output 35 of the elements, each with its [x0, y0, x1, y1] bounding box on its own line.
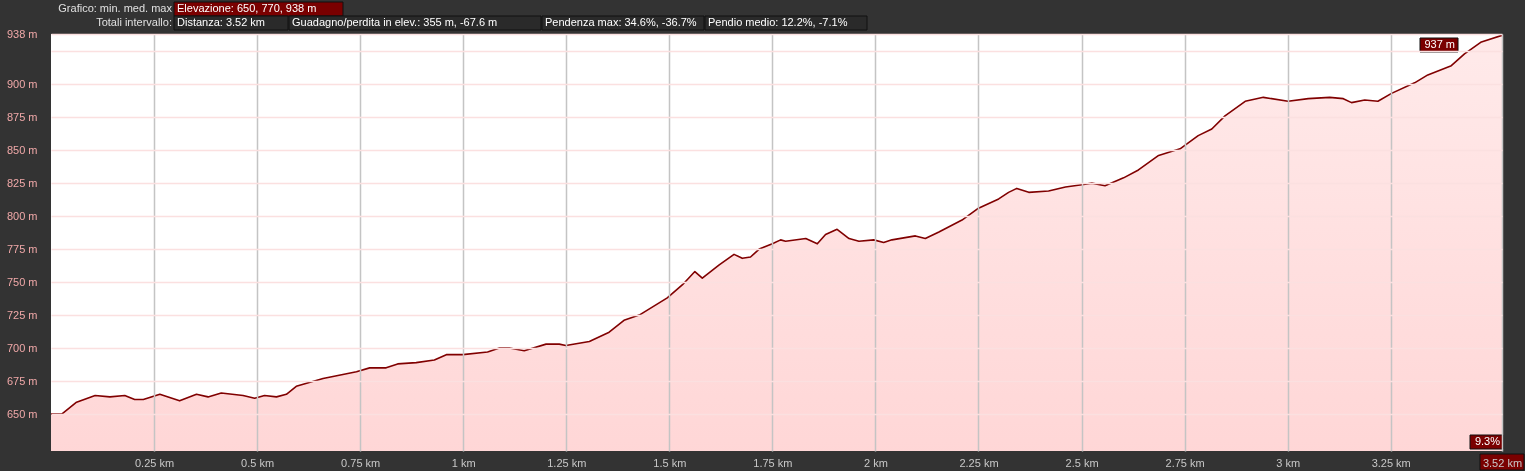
x-tick-label: 2.5 km	[1065, 456, 1099, 469]
text: Distanza: 3.52 km	[177, 16, 266, 28]
y-tick-label: 700 m	[6, 341, 38, 354]
y-tick-label: 900 m	[6, 77, 38, 90]
x-tick-label: 0.25 km	[134, 456, 175, 469]
text: Guadagno/perdita in elev.: 355 m, -67.6 m	[292, 16, 498, 28]
y-tick-label: 825 m	[6, 176, 38, 189]
y-tick-label: 750 m	[6, 275, 38, 288]
y-tick-label: 725 m	[6, 308, 38, 321]
x-tick-label: 3 km	[1276, 456, 1301, 469]
y-tick-label: 775 m	[6, 242, 38, 255]
annotation: 9.3%	[1474, 435, 1501, 447]
x-tick-label: 2.25 km	[959, 456, 999, 469]
x-tick-label: 2 km	[864, 456, 888, 469]
x-tick-label: 3.25 km	[1371, 456, 1411, 469]
text: Elevazione: 650, 770, 938 m	[177, 2, 317, 14]
y-tick-label: 875 m	[6, 110, 38, 123]
y-tick-label: 938 m	[6, 27, 38, 40]
text: Totali intervallo:	[96, 16, 172, 28]
x-tick-label: 1.25 km	[547, 456, 587, 469]
x-tick-label: 0.75 km	[341, 456, 381, 469]
y-tick-label: 800 m	[6, 209, 38, 222]
x-tick-label: 3.52 km	[1482, 456, 1523, 469]
text: Pendio medio: 12.2%, -7.1%	[708, 16, 848, 28]
y-tick-label: 650 m	[6, 407, 38, 420]
text: Grafico: min. med. max	[58, 2, 173, 14]
x-tick-label: 1.5 km	[653, 456, 687, 469]
y-tick-label: 850 m	[6, 143, 38, 156]
annotation: 937 m	[1424, 38, 1455, 50]
x-tick-label: 1.75 km	[753, 456, 793, 469]
x-tick-label: 2.75 km	[1165, 456, 1205, 469]
x-tick-label: 1 km	[451, 456, 476, 469]
y-tick-label: 675 m	[6, 374, 38, 387]
text: Pendenza max: 34.6%, -36.7%	[545, 16, 697, 28]
x-tick-label: 0.5 km	[241, 456, 275, 469]
